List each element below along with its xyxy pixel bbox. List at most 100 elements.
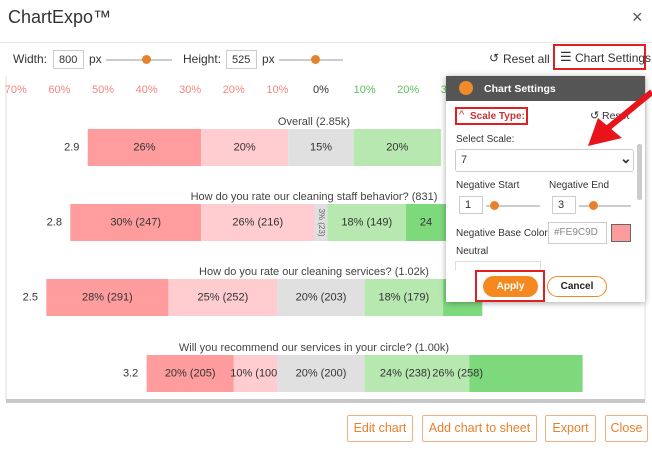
row-title: Will you recommend our services in your …: [179, 342, 449, 354]
divider: [0, 42, 652, 43]
app-title: ChartExpo™: [8, 7, 112, 27]
height-unit: px: [262, 52, 275, 66]
reset-icon[interactable]: ↺: [489, 51, 500, 65]
x-tick-label: 40%: [136, 84, 158, 96]
score: 2.9: [64, 141, 79, 153]
h-scrollbar[interactable]: [6, 399, 645, 403]
width-label: Width:: [13, 52, 48, 66]
bar-segment: [469, 355, 583, 392]
panel-title: Chart Settings: [484, 83, 556, 95]
bar-segment: [70, 204, 202, 241]
negative-start-label: Negative Start: [456, 180, 520, 191]
settings-panel: Chart Settings ^ Scale Type: ↺ Reset Sel…: [446, 76, 645, 302]
scale-type-highlight[interactable]: ^ Scale Type:: [455, 107, 528, 125]
height-knob[interactable]: [311, 55, 320, 64]
negative-start-input[interactable]: 1: [459, 196, 483, 214]
width-knob[interactable]: [142, 55, 151, 64]
width-slider[interactable]: [106, 59, 172, 61]
bar-segment: [364, 355, 470, 392]
apply-highlight: [475, 270, 545, 302]
bar-segment: [277, 355, 365, 392]
bar-segment: [327, 204, 407, 241]
value-label: 18% (179): [378, 291, 429, 303]
row-title: How do you rate our cleaning staff behav…: [191, 191, 438, 203]
value-label: 26%: [133, 141, 155, 153]
close-icon[interactable]: ×: [632, 7, 643, 27]
value-label: 24: [420, 216, 432, 228]
select-scale-label: Select Scale:: [456, 134, 515, 145]
neutral-input[interactable]: [455, 261, 541, 270]
scale-select[interactable]: 7: [455, 149, 634, 172]
settings-icon: ☰: [560, 49, 572, 64]
scale-type: Scale Type:: [470, 111, 525, 122]
bar-segment: [288, 129, 354, 166]
bar-segment: [277, 279, 365, 316]
x-tick-label: 10%: [354, 84, 376, 96]
x-tick-label: 50%: [92, 84, 114, 96]
apply-button[interactable]: Apply: [483, 276, 538, 297]
bar-segment: [201, 129, 289, 166]
height-label: Height:: [183, 52, 222, 66]
negative-end-label: Negative End: [549, 180, 610, 191]
negative-base-color-label: Negative Base Color: [456, 228, 548, 239]
footer-button[interactable]: Close: [605, 415, 648, 442]
caret-icon: ^: [459, 109, 465, 121]
reset[interactable]: Reset: [602, 110, 630, 122]
x-tick-label: 20%: [397, 84, 419, 96]
x-tick-label: 10%: [266, 84, 288, 96]
footer-button[interactable]: Export: [545, 415, 596, 442]
neutral-label: Neutral: [456, 246, 489, 257]
value-label: 26% (216): [232, 216, 283, 228]
negative-end-input[interactable]: 3: [552, 196, 576, 214]
x-tick-label: 60%: [48, 84, 70, 96]
color-input[interactable]: #FE9C9D: [548, 222, 607, 244]
row-title: How do you rate our cleaning services? (…: [199, 266, 429, 278]
score: 2.8: [47, 216, 62, 228]
reset-all[interactable]: Reset all: [503, 52, 550, 66]
value-label: 24% (238): [380, 367, 431, 379]
x-tick-label: 30%: [179, 84, 201, 96]
value-label: 20% (200): [296, 367, 347, 379]
bar-segment: [364, 279, 444, 316]
negative-start-knob[interactable]: [490, 201, 499, 210]
bar-segment: [87, 129, 202, 166]
bar-segment: [201, 204, 315, 241]
cancel-button[interactable]: Cancel: [547, 276, 607, 297]
footer-button[interactable]: Add chart to sheet: [422, 415, 537, 442]
negative-end-slider[interactable]: [579, 205, 631, 207]
value-label: 25% (252): [198, 291, 249, 303]
score: 3.2: [123, 367, 138, 379]
negative-end-knob[interactable]: [589, 201, 598, 210]
bar-segment: [233, 355, 278, 392]
bar-segment: [46, 279, 169, 316]
footer-button[interactable]: Edit chart: [347, 415, 413, 442]
value-label: 30% (247): [110, 216, 161, 228]
gear-icon: [459, 81, 473, 95]
v-scrollbar[interactable]: [637, 144, 642, 200]
value-label: 20%: [386, 141, 408, 153]
negative-start-slider[interactable]: [486, 205, 540, 207]
chart-settings-label: Chart Settings: [575, 51, 652, 65]
reset-icon[interactable]: ↺: [590, 110, 600, 122]
chart-settings-button[interactable]: ☰ Chart Settings: [553, 44, 651, 70]
chevron[interactable]: ⌄: [620, 150, 632, 166]
x-tick-label: 70%: [5, 84, 27, 96]
height-input[interactable]: 525: [226, 50, 257, 69]
value-label: 15%: [310, 141, 332, 153]
x-tick-label: 0%: [313, 84, 329, 96]
row-title: Overall (2.85k): [278, 116, 350, 128]
bar-segment: [353, 129, 441, 166]
value-label: 10% (100): [230, 367, 281, 379]
value-label: 20% (205): [165, 367, 216, 379]
bar-segment: [146, 355, 234, 392]
bar-segment: [314, 204, 328, 241]
score: 2.5: [23, 291, 38, 303]
color-swatch[interactable]: [611, 224, 631, 242]
value-label: 28% (291): [82, 291, 133, 303]
width-input[interactable]: 800: [53, 50, 84, 69]
value-label: 26% (258): [432, 367, 483, 379]
value-label: 20% (203): [296, 291, 347, 303]
bar-segment: [168, 279, 278, 316]
